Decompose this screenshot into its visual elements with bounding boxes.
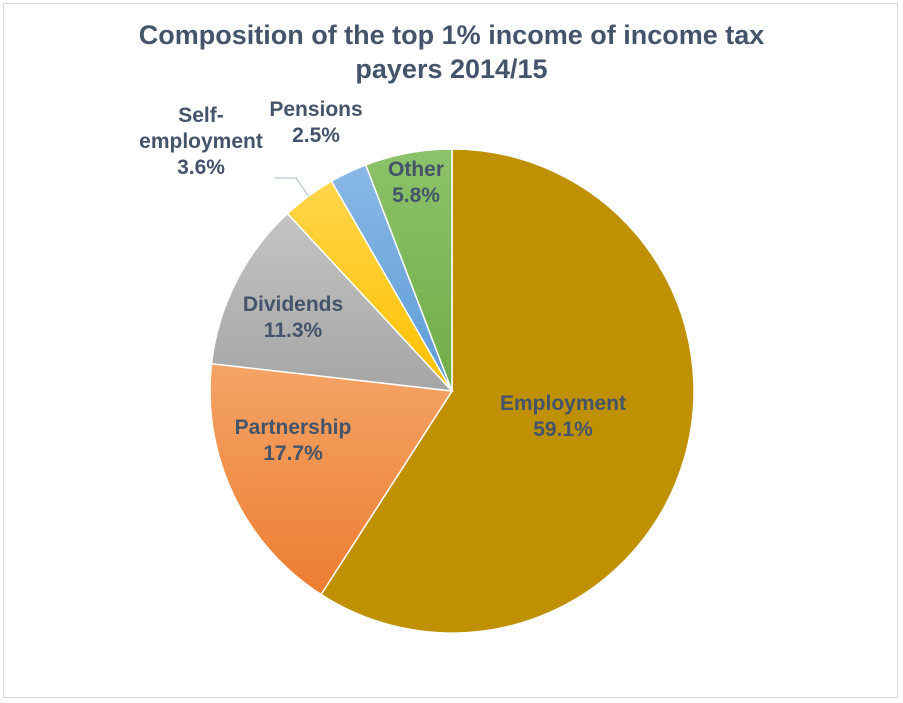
slice-name-label: Other [388, 158, 444, 181]
pie-slice-other [364, 148, 453, 392]
slice-value-label: 5.8% [392, 184, 440, 207]
slice-name-label: Self- [178, 104, 224, 127]
slice-value-label: 59.1% [533, 418, 593, 441]
chart-title: Composition of the top 1% income of inco… [0, 18, 903, 86]
slice-label-dividends: Dividends 11.3% [243, 293, 343, 342]
chart-title-line-2: payers 2014/15 [355, 54, 548, 84]
chart-title-line-1: Composition of the top 1% income of inco… [138, 20, 765, 50]
pie-slice-dividends [210, 212, 454, 392]
slice-label-other: Other 5.8% [388, 158, 444, 207]
slice-name-label: Partnership [235, 416, 352, 439]
slice-name-label: Employment [500, 392, 626, 415]
slice-value-label: 17.7% [263, 442, 323, 465]
slice-label-self-employment: Self-employment 3.6% [139, 104, 263, 179]
leader-line-self-employment [274, 177, 309, 197]
slice-value-label: 2.5% [292, 124, 340, 147]
slice-value-label: 11.3% [264, 319, 323, 342]
pie-slice-employment [320, 148, 695, 634]
slice-value-label: 3.6% [177, 156, 225, 179]
slice-label-employment: Employment 59.1% [500, 392, 626, 441]
slice-label-pensions: Pensions 2.5% [269, 98, 362, 147]
slice-name-label: Pensions [269, 98, 362, 121]
pie-slice-partnership [209, 362, 454, 596]
slice-label-partnership: Partnership 17.7% [235, 416, 352, 465]
slice-name-label: Dividends [243, 293, 343, 316]
slice-name-label: employment [139, 130, 263, 153]
